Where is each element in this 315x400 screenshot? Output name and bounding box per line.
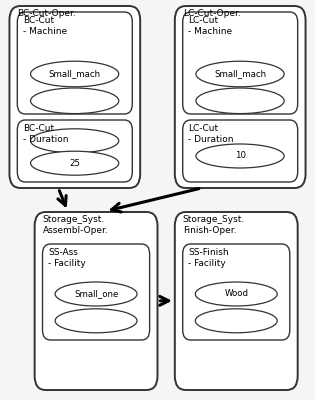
Text: BC-Cut-Oper.: BC-Cut-Oper.: [17, 9, 76, 18]
Text: Small_mach: Small_mach: [214, 70, 266, 78]
FancyBboxPatch shape: [35, 212, 158, 390]
Ellipse shape: [55, 282, 137, 306]
Ellipse shape: [55, 309, 137, 333]
Ellipse shape: [31, 151, 119, 175]
FancyBboxPatch shape: [183, 120, 298, 182]
Text: Small_mach: Small_mach: [49, 70, 101, 78]
Ellipse shape: [196, 88, 284, 114]
Text: Storage_Syst.
Assembl-Oper.: Storage_Syst. Assembl-Oper.: [43, 215, 108, 235]
Text: 10: 10: [235, 152, 245, 160]
Text: LC-Cut-Oper.: LC-Cut-Oper.: [183, 9, 240, 18]
Ellipse shape: [196, 61, 284, 87]
FancyBboxPatch shape: [17, 120, 132, 182]
Ellipse shape: [31, 88, 119, 114]
Ellipse shape: [196, 144, 284, 168]
Text: SS-Finish
- Facility: SS-Finish - Facility: [188, 248, 229, 268]
Ellipse shape: [195, 309, 277, 333]
FancyBboxPatch shape: [17, 12, 132, 114]
FancyBboxPatch shape: [183, 12, 298, 114]
Text: BC-Cut
- Machine: BC-Cut - Machine: [23, 16, 67, 36]
FancyBboxPatch shape: [175, 212, 298, 390]
Ellipse shape: [31, 61, 119, 87]
Text: 25: 25: [69, 159, 80, 168]
FancyBboxPatch shape: [183, 244, 290, 340]
FancyBboxPatch shape: [175, 6, 306, 188]
Text: Small_one: Small_one: [74, 290, 118, 298]
Ellipse shape: [195, 282, 277, 306]
Text: LC-Cut
- Machine: LC-Cut - Machine: [188, 16, 232, 36]
Text: SS-Ass
- Facility: SS-Ass - Facility: [48, 248, 86, 268]
Text: Wood: Wood: [224, 290, 248, 298]
Ellipse shape: [31, 129, 119, 153]
FancyBboxPatch shape: [43, 244, 150, 340]
Text: LC-Cut
- Duration: LC-Cut - Duration: [188, 124, 234, 144]
FancyBboxPatch shape: [9, 6, 140, 188]
Text: BC-Cut
- Duration: BC-Cut - Duration: [23, 124, 68, 144]
Text: Storage_Syst.
Finish-Oper.: Storage_Syst. Finish-Oper.: [183, 215, 245, 235]
